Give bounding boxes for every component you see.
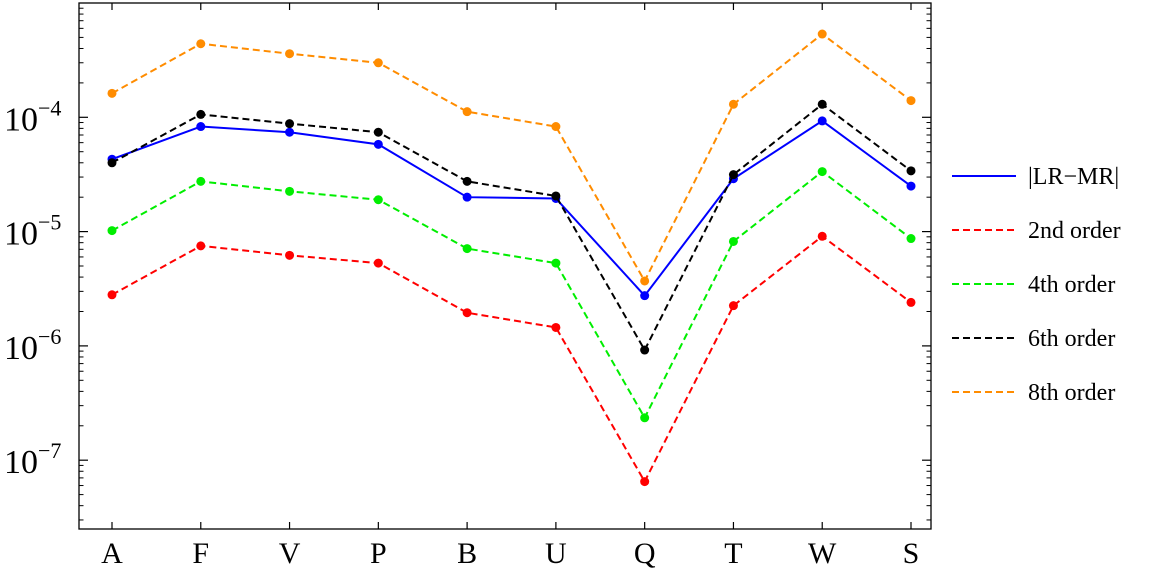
legend-entry: 8th order [952, 380, 1115, 406]
y-tick-label: 10−4 [4, 95, 61, 138]
data-point [285, 49, 295, 59]
series-0 [107, 116, 916, 301]
data-point [462, 244, 472, 254]
y-tick-label: 10−6 [4, 324, 61, 367]
legend-entry: 6th order [952, 326, 1115, 352]
legend-label: 2nd order [1028, 218, 1121, 244]
data-point [196, 122, 206, 132]
x-tick-label: S [903, 537, 920, 568]
data-point [551, 122, 561, 132]
x-tick-label: P [370, 537, 387, 568]
data-point [285, 127, 295, 137]
axis-layer: A F V P B U Q T W S 10−7 10−6 10−5 10−4 [4, 3, 931, 568]
data-point [817, 116, 827, 126]
x-tick-label: B [457, 537, 477, 568]
data-point [107, 290, 117, 300]
data-point [551, 191, 561, 201]
series-line [111, 235, 912, 484]
data-point [462, 176, 472, 186]
legend-label: 4th order [1028, 272, 1115, 298]
data-point [285, 250, 295, 260]
data-point [107, 88, 117, 98]
series-1 [107, 231, 916, 487]
data-point [462, 107, 472, 117]
data-point [551, 322, 561, 332]
series-line [111, 32, 912, 284]
legend-label: |LR−MR| [1028, 164, 1119, 190]
data-point [817, 99, 827, 109]
series-line [111, 119, 912, 298]
data-point [906, 96, 916, 106]
series-4 [107, 29, 916, 286]
data-point [817, 231, 827, 241]
data-point [640, 413, 650, 423]
data-point [640, 345, 650, 355]
series-line [111, 103, 912, 353]
data-point [196, 39, 206, 49]
data-point [462, 192, 472, 202]
data-point [728, 236, 738, 246]
legend-entry: 2nd order [952, 218, 1121, 244]
data-point [640, 276, 650, 286]
data-point [906, 297, 916, 307]
data-point [196, 241, 206, 251]
data-point [285, 119, 295, 129]
x-tick-label: Q [634, 537, 656, 568]
data-point [640, 477, 650, 487]
data-point [728, 301, 738, 311]
data-point [906, 181, 916, 191]
data-point [196, 109, 206, 119]
legend-entry: 4th order [952, 272, 1115, 298]
data-point [906, 234, 916, 244]
legend-label: 6th order [1028, 326, 1115, 352]
data-point [373, 58, 383, 68]
data-point [373, 139, 383, 149]
series-layer [107, 29, 916, 487]
x-tick-label: U [545, 537, 567, 568]
data-point [728, 170, 738, 180]
data-point [373, 127, 383, 137]
legend: |LR−MR| 2nd order 4th order 6th order 8th or… [952, 164, 1121, 406]
plot-frame [78, 2, 932, 530]
x-tick-label: V [279, 537, 301, 568]
data-point [285, 186, 295, 196]
data-point [640, 291, 650, 301]
x-tick-label: W [808, 537, 837, 568]
series-3 [107, 99, 916, 355]
y-tick-label: 10−5 [4, 210, 61, 253]
x-tick-label: F [192, 537, 209, 568]
data-point [906, 166, 916, 176]
data-point [462, 308, 472, 318]
data-point [373, 258, 383, 268]
series-line [111, 170, 912, 420]
x-tick-label: A [101, 537, 123, 568]
data-point [196, 176, 206, 186]
data-point [817, 167, 827, 177]
legend-entry: |LR−MR| [952, 164, 1119, 190]
data-point [728, 99, 738, 109]
data-point [373, 195, 383, 205]
data-point [107, 226, 117, 236]
y-tick-label: 10−7 [4, 438, 61, 481]
legend-label: 8th order [1028, 380, 1115, 406]
x-tick-label: T [724, 537, 742, 568]
data-point [817, 29, 827, 39]
data-point [107, 158, 117, 168]
series-2 [107, 167, 916, 423]
data-point [551, 258, 561, 268]
